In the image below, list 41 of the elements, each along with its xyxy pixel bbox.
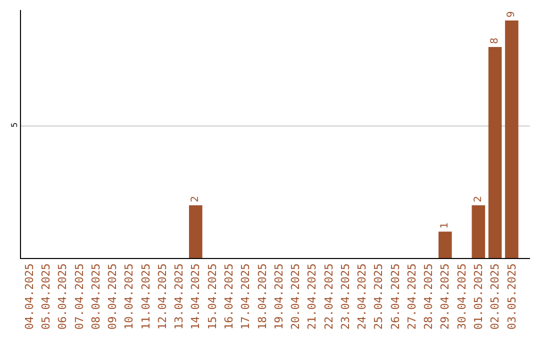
x-tick-label: 27.04.2025 (405, 263, 418, 330)
x-tick-label: 28.04.2025 (422, 263, 436, 330)
x-tick-label: 21.04.2025 (306, 263, 319, 330)
y-tick-label: 5 (10, 122, 19, 128)
x-tick-label: 06.04.2025 (56, 263, 70, 330)
x-tick-label: 29.04.2025 (438, 263, 452, 330)
x-tick-label: 09.04.2025 (106, 263, 120, 330)
x-tick-label: 26.04.2025 (388, 263, 402, 330)
x-tick-label: 18.04.2025 (256, 263, 269, 330)
data-label: 8 (490, 38, 501, 44)
bar (488, 46, 502, 258)
x-tick-label: 30.04.2025 (455, 263, 468, 330)
x-tick-label: 07.04.2025 (72, 263, 86, 330)
x-tick-label: 14.04.2025 (189, 263, 202, 330)
x-tick-label: 04.04.2025 (22, 263, 36, 330)
data-label: 9 (506, 11, 518, 18)
bar (505, 20, 518, 258)
x-tick-label: 12.04.2025 (156, 263, 169, 330)
x-tick-label: 19.04.2025 (272, 263, 286, 330)
x-tick-label: 17.04.2025 (239, 263, 252, 330)
data-label: 2 (190, 196, 202, 202)
x-tick-label: 11.04.2025 (139, 263, 152, 330)
data-label: 2 (472, 196, 484, 202)
x-tick-label: 05.04.2025 (40, 263, 53, 330)
x-tick-label: 25.04.2025 (372, 263, 386, 330)
x-tick-label: 24.04.2025 (356, 263, 369, 330)
x-tick-label: 08.04.2025 (89, 263, 102, 330)
x-tick-label: 10.04.2025 (122, 263, 136, 330)
x-tick-label: 02.05.2025 (488, 263, 502, 330)
x-tick-label: 13.04.2025 (172, 263, 186, 330)
bar (438, 232, 452, 258)
x-tick-label: 23.04.2025 (338, 263, 352, 330)
data-label: 1 (440, 222, 451, 229)
bar (189, 205, 202, 258)
x-tick-label: 20.04.2025 (289, 263, 302, 330)
x-tick-label: 16.04.2025 (222, 263, 236, 330)
x-tick-label: 15.04.2025 (206, 263, 219, 330)
x-tick-label: 03.05.2025 (505, 263, 518, 330)
bar (472, 205, 486, 258)
x-tick-label: 22.04.2025 (322, 263, 336, 330)
x-tick-label: 01.05.2025 (472, 263, 486, 330)
